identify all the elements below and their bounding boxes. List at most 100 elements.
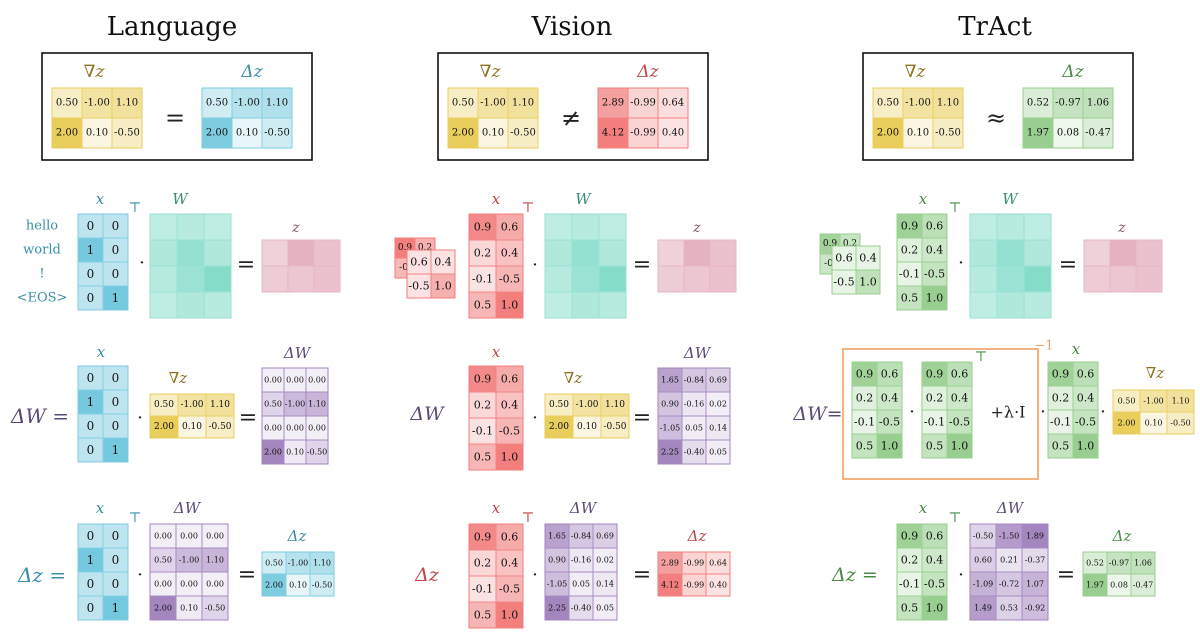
matrix-cell-value: 2.00: [265, 581, 283, 590]
matrix-cell-value: 0.2: [474, 557, 492, 570]
x-label: x: [919, 190, 928, 208]
matrix-cell-value: -0.50: [935, 128, 961, 139]
matrix-cell: [568, 523, 594, 549]
matrix-cell-value: 0.6: [835, 252, 853, 265]
matrix-cell-value: 0.6: [501, 373, 519, 386]
matrix-cell-value: -1.50: [999, 532, 1020, 541]
matrix-cell: [175, 523, 203, 549]
matrix-cell-value: -1.00: [288, 559, 309, 568]
matrix-cell: [495, 575, 524, 603]
matrix-cell: [598, 265, 627, 293]
z-label: z: [1117, 220, 1126, 236]
equals-symbol: =: [633, 253, 651, 278]
matrix-cell-value: 0.10: [86, 128, 108, 139]
matrix-cell: [149, 291, 178, 319]
matrix-cell-value: 0.00: [180, 580, 198, 589]
matrix-cell: [657, 391, 683, 417]
matrix-cell-value: 0.50: [265, 559, 283, 568]
matrix-cell: [203, 239, 232, 267]
matrix-cell-value: 0.5: [901, 292, 919, 305]
matrix-cell-value: -0.5: [924, 268, 945, 281]
matrix-cell-value: 0.08: [1057, 128, 1079, 139]
matrix-cell: [287, 265, 315, 293]
matrix-cell-value: 0: [112, 219, 120, 233]
matrix-cell: [544, 291, 573, 319]
matrix-cell-value: 0.64: [709, 559, 727, 568]
x-transpose-matrix: 0.9 0.6 0.2 0.4 -0.1 -0.5 0.5 1.0: [851, 361, 903, 459]
matrix-cell-value: 0.05: [685, 424, 703, 433]
matrix-cell: [468, 239, 497, 267]
matrix-cell-value: 0.10: [286, 448, 304, 457]
matrix-cell-value: 0.9: [901, 220, 919, 233]
matrix-cell: [996, 265, 1025, 293]
equals-symbol: =: [1057, 563, 1075, 588]
delta-W-matrix: 1.65 -0.84 0.69 0.90 -0.16 0.02 -1.05 0.05 0.14 2…: [657, 367, 731, 465]
matrix-cell-value: 0.6: [501, 531, 519, 544]
matrix-cell: [932, 117, 964, 149]
z-matrix: [1083, 239, 1163, 293]
matrix-cell-value: 2.00: [452, 128, 474, 139]
matrix-cell: [176, 213, 205, 241]
delta-W-label: ΔW: [996, 499, 1025, 517]
matrix-cell-value: 0.64: [662, 98, 684, 109]
matrix-cell: [1072, 385, 1099, 411]
matrix-cell-value: 0.2: [474, 247, 492, 260]
x-matrix: 0.9 0.6 0.2 0.4 -0.1 -0.5 0.5 1.0: [468, 365, 524, 471]
matrix-cell: [102, 437, 129, 463]
z-matrix: [261, 239, 341, 293]
matrix-cell-value: 0.9: [474, 531, 492, 544]
matrix-cell-value: -0.50: [510, 128, 536, 139]
matrix-cell-value: -0.5: [408, 280, 429, 293]
matrix-cell: [921, 237, 948, 263]
matrix-cell-value: 1.06: [1134, 559, 1152, 568]
matrix-cell-value: -0.5: [879, 416, 900, 429]
matrix-cell-value: 1.10: [308, 400, 326, 409]
matrix-cell: [657, 367, 683, 393]
x-matrix: 0.9 0.6 0.2 0.4 -0.1 -0.5 0.5 1.0: [921, 361, 973, 459]
matrix-cell-value: -0.5: [499, 273, 520, 286]
dot-symbol: ·: [909, 402, 915, 423]
delta-W-equation-label: ΔW =: [10, 404, 69, 428]
matrix-cell-value: 0.02: [709, 400, 727, 409]
delta-z-matrix: 0.52 -0.97 1.06 1.97 0.08 -0.47: [1082, 551, 1156, 597]
matrix-cell-value: 0.40: [662, 128, 684, 139]
delta-W-matrix: 1.65 -0.84 0.69 0.90 -0.16 0.02 -1.05 0.05 0.14 2…: [544, 523, 618, 621]
matrix-cell-value: 0: [112, 553, 120, 567]
x-label: x: [492, 190, 501, 208]
matrix-cell-value: 0.10: [236, 128, 258, 139]
matrix-cell-value: 0.9: [901, 530, 919, 543]
delta-W-label: ΔW: [569, 499, 598, 517]
matrix-cell-value: -0.1: [924, 416, 945, 429]
matrix-cell-value: 0.4: [434, 256, 452, 269]
matrix-cell: [902, 87, 934, 119]
grad-z-label: ∇z: [84, 62, 106, 82]
matrix-cell: [261, 265, 289, 293]
matrix-cell-value: 0.50: [56, 98, 78, 109]
matrix-cell-value: 0.2: [856, 392, 874, 405]
matrix-cell: [876, 433, 903, 459]
matrix-cell: [261, 239, 289, 267]
matrix-cell-value: 0.00: [264, 424, 282, 433]
matrix-cell-value: 2.00: [154, 604, 172, 613]
matrix-cell-value: 1: [87, 553, 95, 567]
matrix-cell: [149, 239, 178, 267]
column-title-tract: TrAct: [958, 12, 1032, 42]
delta-W-equation-label: ΔW: [409, 403, 445, 425]
matrix-cell-value: 1.10: [1172, 397, 1190, 406]
matrix-cell-value: 0.90: [548, 556, 566, 565]
matrix-cell-value: 0.60: [974, 556, 992, 565]
matrix-cell: [1023, 291, 1052, 319]
matrix-cell-value: 0.5: [474, 299, 492, 312]
token-label: hello: [26, 219, 58, 234]
matrix-cell-value: 0.10: [577, 422, 597, 432]
grad-z-matrix: 0.50 -1.00 1.10 2.00 0.10 -0.50: [544, 393, 630, 439]
matrix-cell-value: 2.25: [548, 604, 566, 613]
dot-symbol: ·: [137, 565, 143, 586]
matrix-cell-value: 1.10: [210, 400, 230, 410]
matrix-cell: [544, 213, 573, 241]
matrix-cell: [657, 265, 685, 293]
matrix-cell-value: 1.65: [548, 532, 566, 541]
matrix-cell: [683, 265, 711, 293]
delta-z-equation-label: Δz: [414, 564, 440, 586]
equals-symbol: =: [237, 253, 255, 278]
